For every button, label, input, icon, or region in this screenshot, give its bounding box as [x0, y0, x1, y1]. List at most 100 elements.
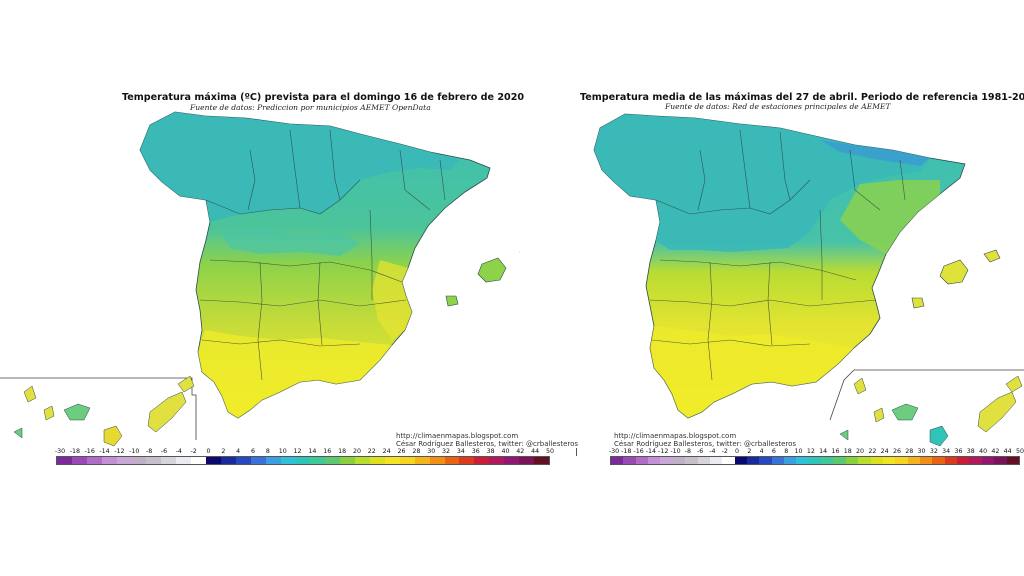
- scale-swatch: [504, 457, 520, 464]
- scale-tick-label: 28: [412, 448, 421, 455]
- scale-tick-label: -30: [608, 448, 620, 455]
- scale-tick-label: 10: [278, 448, 287, 455]
- scale-tick-label: 34: [456, 448, 465, 455]
- scale-swatch: [944, 457, 958, 464]
- scale-swatch: [709, 457, 723, 464]
- scale-tick-label: 12: [293, 448, 302, 455]
- scale-swatch: [459, 457, 475, 464]
- scale-swatch: [919, 457, 933, 464]
- scale-tick-label: 4: [759, 448, 764, 455]
- scale-tick-label: -10: [670, 448, 681, 455]
- scale-tick-label: -16: [84, 448, 95, 455]
- credit-block: http://climaenmapas.blogspot.com César R…: [614, 432, 796, 448]
- warm-south-region: [650, 326, 854, 418]
- scale-swatch: [746, 457, 760, 464]
- scale-swatch: [131, 457, 147, 464]
- scale-swatch: [191, 457, 207, 464]
- scale-swatch: [86, 457, 102, 464]
- scale-swatch: [833, 457, 846, 464]
- map-title: Temperatura media de las máximas del 27 …: [580, 92, 1024, 103]
- scale-tick-label: 26: [397, 448, 406, 455]
- scale-tick-label: 14: [819, 448, 828, 455]
- scale-tick-label: 42: [991, 448, 1000, 455]
- scale-tick-label: 40: [979, 448, 988, 455]
- map-title: Temperatura máxima (ºC) prevista para el…: [122, 92, 525, 103]
- scale-swatch: [57, 457, 72, 464]
- scale-swatch: [265, 457, 281, 464]
- scale-swatch: [969, 457, 982, 464]
- warm-south-region: [198, 330, 392, 418]
- scale-tick-label: 30: [917, 448, 926, 455]
- scale-swatch: [161, 457, 177, 464]
- scale-swatch: [101, 457, 117, 464]
- scale-swatch: [796, 457, 809, 464]
- map-panel-left: Temperatura máxima (ºC) prevista para el…: [0, 92, 578, 465]
- credit-url: http://climaenmapas.blogspot.com: [396, 432, 519, 440]
- scale-swatch: [895, 457, 908, 464]
- scale-tick-label: 50: [545, 448, 555, 455]
- scale-labels: -30 -18 -16 -14 -12 -10 -8 -6 -4 -2 0 2 4 6 8 10 12 14 16 1…: [609, 448, 1024, 456]
- scale-tick-label: 44: [531, 448, 540, 455]
- scale-tick-label: 28: [905, 448, 914, 455]
- scale-tick-label: -12: [658, 448, 669, 455]
- scale-tick-label: 36: [471, 448, 480, 455]
- scale-tick-label: 38: [966, 448, 975, 455]
- temperature-map: [593, 113, 1024, 447]
- scale-swatch: [325, 457, 341, 464]
- province-borders: [199, 129, 446, 381]
- province-borders: [649, 129, 906, 381]
- map-subtitle: Fuente de datos: Prediccion por municipi…: [190, 103, 431, 112]
- canary-islands: [839, 375, 1023, 447]
- scale-swatch: [310, 457, 326, 464]
- canary-inset-frame: [829, 369, 1024, 421]
- scale-swatch: [672, 457, 686, 464]
- scale-tick-label: 6: [771, 448, 776, 455]
- scale-tick-label: -10: [129, 448, 140, 455]
- scale-tick-label: -4: [175, 448, 182, 455]
- credit-url: http://climaenmapas.blogspot.com: [614, 432, 737, 440]
- scale-tick-label: -6: [160, 448, 168, 455]
- scale-tick-label: 14: [308, 448, 317, 455]
- scale-tick-label: 22: [868, 448, 877, 455]
- temperature-map: [0, 111, 520, 447]
- scale-tick-label: 30: [427, 448, 436, 455]
- scale-swatch: [220, 457, 236, 464]
- scale-swatch: [489, 457, 505, 464]
- scale-tick-label: 42: [516, 448, 525, 455]
- scale-swatch: [414, 457, 430, 464]
- scale-tick-label: 2: [221, 448, 226, 455]
- scale-swatch: [784, 457, 797, 464]
- scale-swatch: [957, 457, 970, 464]
- cool-north-region: [140, 112, 460, 222]
- scale-tick-label: 20: [352, 448, 361, 455]
- scale-tick-label: 8: [265, 448, 270, 455]
- scale-swatch: [858, 457, 871, 464]
- color-scale-bar: [610, 456, 1020, 465]
- scale-swatch: [519, 457, 534, 464]
- scale-tick-label: -18: [621, 448, 632, 455]
- map-subtitle: Fuente de datos: Red de estaciones princ…: [665, 102, 891, 111]
- scale-tick-label: 8: [784, 448, 789, 455]
- scale-tick-label: -14: [99, 448, 110, 455]
- scale-tick-label: 0: [735, 448, 740, 455]
- scale-swatch: [623, 457, 636, 464]
- canary-islands: [13, 375, 195, 447]
- scale-swatch: [399, 457, 415, 464]
- scale-swatch: [722, 457, 735, 464]
- cold-pyrenees: [820, 140, 930, 166]
- scale-swatch: [250, 457, 266, 464]
- balearic-islands: [445, 251, 520, 307]
- scale-swatch: [474, 457, 490, 464]
- scale-tick-label: 0: [206, 448, 211, 455]
- scale-tick-label: 32: [929, 448, 938, 455]
- scale-swatch: [176, 457, 192, 464]
- scale-tick-label: 20: [856, 448, 865, 455]
- scale-swatch: [994, 457, 1007, 464]
- credit-author: César Rodríguez Ballesteros, twitter: @c…: [396, 440, 579, 448]
- scale-tick-label: 36: [954, 448, 963, 455]
- scale-tick-label: 32: [442, 448, 451, 455]
- scale-swatch: [870, 457, 883, 464]
- scale-swatch: [116, 457, 132, 464]
- scale-swatch: [635, 457, 649, 464]
- map-panel-right: Temperatura media de las máximas del 27 …: [520, 0, 1024, 576]
